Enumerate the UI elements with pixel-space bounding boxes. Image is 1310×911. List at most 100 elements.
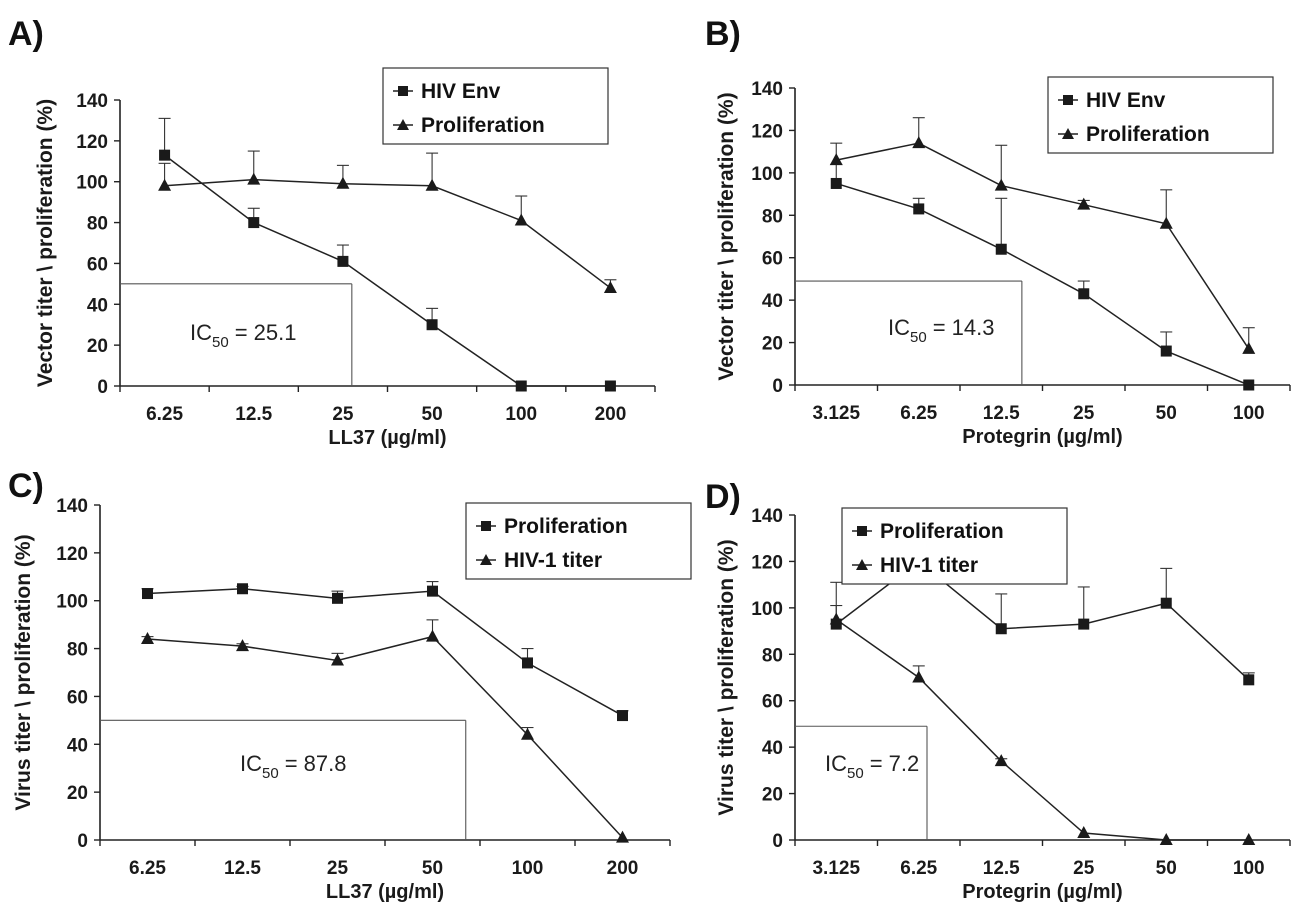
y-axis-title: Vector titer \ proliferation (%): [34, 99, 57, 387]
x-tick-label: 25: [1073, 403, 1095, 424]
chart-panel-a: A) 0 20 40 60 80 100 120 140 6.25 12.5 25 50 100 200 LL…: [8, 15, 656, 449]
triangle-marker: [912, 670, 926, 683]
legend-square-marker: [398, 86, 408, 96]
ic50-annotation: IC50 = 14.3: [888, 315, 994, 346]
x-tick-label: 12.5: [224, 858, 261, 879]
y-tick-label: 20: [87, 336, 108, 357]
y-tick-label: 140: [76, 91, 108, 112]
series-line-1: [836, 182, 1250, 386]
square-marker: [830, 177, 842, 189]
triangle-marker: [994, 754, 1008, 767]
y-tick-label: 100: [76, 173, 108, 194]
y-tick-label: 0: [97, 377, 108, 398]
series-line-1: [147, 587, 623, 717]
y-tick-label: 120: [751, 121, 783, 142]
square-marker: [1243, 674, 1255, 686]
chart-panel-c: C) 0 20 40 60 80 100 120 140 6.25 12.5 25 50 100 200 LL…: [8, 467, 692, 903]
triangle-marker: [1159, 216, 1173, 229]
x-axis-title: LL37 (µg/ml): [326, 881, 444, 903]
triangle-marker: [425, 178, 439, 191]
square-marker: [1160, 597, 1172, 609]
ic50-annotation: IC50 = 87.8: [240, 751, 346, 782]
square-marker: [522, 657, 533, 669]
legend-box: [382, 67, 609, 145]
square-marker: [995, 243, 1007, 255]
ic50-label: IC: [190, 320, 212, 345]
x-tick-label: 12.5: [235, 404, 272, 425]
square-marker: [337, 255, 349, 267]
x-tick-label: 3.125: [812, 858, 860, 879]
y-tick-label: 20: [762, 334, 783, 355]
series-line-2: [147, 635, 624, 839]
ic50-subscript: 50: [212, 334, 229, 351]
y-tick-label: 120: [76, 132, 108, 153]
x-axis-title: LL37 (µg/ml): [328, 427, 446, 449]
triangle-marker: [829, 612, 843, 625]
legend-label: Proliferation: [880, 520, 1004, 543]
legend-box: [841, 507, 1068, 585]
legend-square-marker: [857, 526, 867, 536]
triangle-marker: [1242, 341, 1256, 354]
ic50-label: IC: [825, 751, 847, 776]
legend: Proliferation HIV-1 titer: [465, 502, 692, 580]
ic50-annotation: IC50 = 7.2: [825, 751, 919, 782]
y-tick-label: 80: [67, 640, 88, 661]
x-tick-label: 25: [1073, 858, 1095, 879]
triangle-marker: [829, 153, 843, 166]
y-tick-label: 80: [762, 206, 783, 227]
y-tick-label: 60: [762, 692, 783, 713]
x-tick-label: 25: [327, 858, 349, 879]
square-marker: [1160, 345, 1172, 357]
x-tick-label: 6.25: [900, 403, 937, 424]
square-marker: [617, 710, 628, 722]
triangle-marker: [336, 176, 350, 189]
legend-label: Proliferation: [421, 114, 545, 137]
legend-label: HIV-1 titer: [880, 554, 978, 577]
square-marker: [1243, 379, 1255, 391]
y-tick-label: 120: [751, 552, 783, 573]
triangle-marker: [1077, 197, 1091, 210]
y-tick-label: 20: [67, 783, 88, 804]
triangle-marker: [514, 213, 528, 226]
legend: HIV Env Proliferation: [382, 67, 609, 145]
square-marker: [248, 217, 260, 229]
series-line-2: [164, 178, 611, 289]
x-tick-label: 25: [332, 404, 354, 425]
y-tick-label: 100: [751, 599, 783, 620]
series-line-2: [836, 142, 1250, 350]
square-marker: [237, 583, 248, 595]
x-axis-title: Protegrin (µg/ml): [962, 426, 1122, 448]
ic50-label: IC: [240, 751, 262, 776]
square-marker: [515, 380, 527, 392]
y-tick-label: 60: [762, 249, 783, 270]
ic50-subscript: 50: [847, 765, 864, 782]
y-tick-label: 60: [87, 254, 108, 275]
x-axis-title: Protegrin (µg/ml): [962, 881, 1122, 903]
chart-panel-b: B) 0 20 40 60 80 100 120 140 3.125 6.25 12.5 25 50 100…: [705, 15, 1291, 448]
square-marker: [1078, 618, 1090, 630]
y-tick-label: 80: [87, 214, 108, 235]
triangle-marker: [994, 178, 1008, 191]
legend-triangle-marker: [856, 559, 868, 570]
y-tick-label: 100: [56, 592, 88, 613]
square-marker: [995, 623, 1007, 635]
x-tick-label: 50: [422, 404, 443, 425]
ic50-label: IC: [888, 315, 910, 340]
legend-triangle-marker: [480, 554, 492, 565]
triangle-marker: [603, 280, 617, 293]
legend-label: Proliferation: [1086, 123, 1210, 146]
legend: Proliferation HIV-1 titer: [841, 507, 1068, 585]
triangle-marker: [521, 727, 534, 740]
square-marker: [142, 588, 153, 600]
triangle-marker: [1077, 826, 1091, 839]
triangle-marker: [1159, 833, 1173, 845]
y-tick-label: 60: [67, 687, 88, 708]
y-tick-label: 40: [762, 291, 783, 312]
series-line-2: [835, 618, 1249, 841]
x-tick-label: 200: [607, 858, 639, 879]
y-tick-label: 40: [762, 738, 783, 759]
legend-square-marker: [481, 521, 491, 531]
square-marker: [1078, 288, 1090, 300]
triangle-marker: [158, 178, 172, 191]
x-tick-label: 100: [512, 858, 544, 879]
